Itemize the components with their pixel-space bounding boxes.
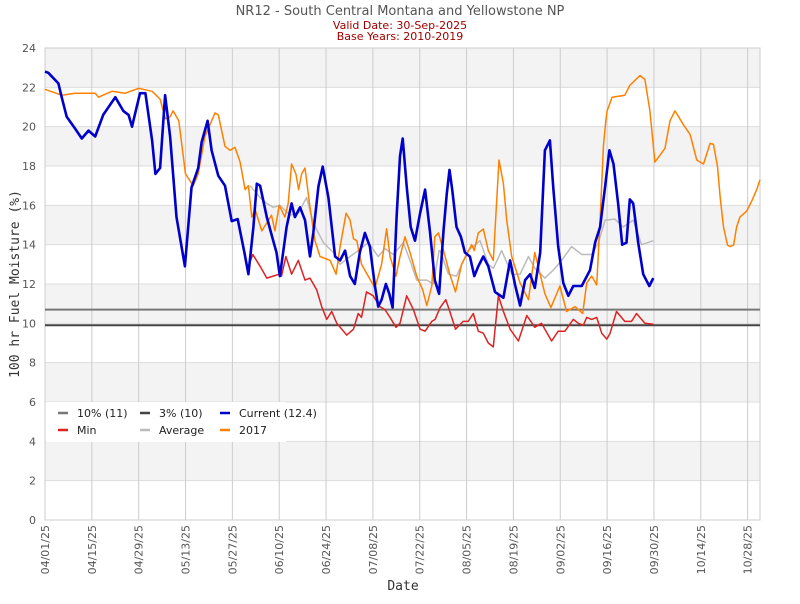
y-tick-label: 22 xyxy=(22,81,36,94)
valid-date-subtitle: Valid Date: 30-Sep-2025 xyxy=(333,19,467,32)
chart-title: NR12 - South Central Montana and Yellows… xyxy=(236,4,565,19)
series-line-current-12-4 xyxy=(44,70,655,309)
legend-label: 3% (10) xyxy=(159,407,203,420)
x-tick-label: 06/24/25 xyxy=(320,525,333,574)
x-tick-label: 09/30/25 xyxy=(648,525,661,574)
x-tick-label: 10/28/25 xyxy=(742,525,755,574)
legend-label: Current (12.4) xyxy=(239,407,317,420)
legend-label: Min xyxy=(77,424,97,437)
legend: 10% (11) 3% (10) Current (12.4) Min Average 2… xyxy=(46,402,317,442)
x-tick-label: 07/22/25 xyxy=(414,525,427,574)
grid-band xyxy=(45,205,760,245)
x-tick-label: 08/05/25 xyxy=(461,525,474,574)
y-tick-label: 8 xyxy=(29,357,36,370)
y-tick-label: 4 xyxy=(29,435,36,448)
x-tick-label: 04/15/25 xyxy=(86,525,99,574)
y-tick-label: 2 xyxy=(29,475,36,488)
x-tick-label: 08/19/25 xyxy=(507,525,520,574)
threshold-lines xyxy=(45,308,760,327)
grid-band xyxy=(45,362,760,402)
grid-band xyxy=(45,441,760,481)
legend-box xyxy=(46,402,286,442)
y-tick-label: 18 xyxy=(22,160,36,173)
x-tick-label: 10/14/25 xyxy=(695,525,708,574)
y-axis-title: 100 hr Fuel Moisture (%) xyxy=(8,190,23,378)
grid-band xyxy=(45,48,760,88)
y-tick-label: 14 xyxy=(22,239,36,252)
y-tick-label: 0 xyxy=(29,514,36,527)
x-tick-label: 05/13/25 xyxy=(180,525,193,574)
plot-frame xyxy=(44,47,761,521)
x-tick-label: 09/02/25 xyxy=(554,525,567,574)
y-tick-label: 16 xyxy=(22,199,36,212)
x-tick-label: 09/16/25 xyxy=(601,525,614,574)
series-line-min xyxy=(247,253,654,348)
series-lines xyxy=(44,70,761,348)
y-tick-label: 12 xyxy=(22,278,36,291)
y-tick-label: 24 xyxy=(22,42,36,55)
x-tick-labels: 04/01/25 04/15/25 04/29/25 05/13/25 05/27/25… xyxy=(39,525,755,574)
x-tick-label: 04/29/25 xyxy=(133,525,146,574)
x-tick-label: 07/08/25 xyxy=(367,525,380,574)
grid-band xyxy=(45,284,760,324)
legend-label: 2017 xyxy=(239,424,267,437)
y-tick-label: 20 xyxy=(22,121,36,134)
x-axis-title: Date xyxy=(387,579,418,594)
x-tick-label: 05/27/25 xyxy=(226,525,239,574)
x-tick-label: 06/10/25 xyxy=(273,525,286,574)
series-line-2017 xyxy=(44,74,761,315)
legend-label: Average xyxy=(159,424,204,437)
x-tick-label: 04/01/25 xyxy=(39,525,52,574)
y-tick-label: 10 xyxy=(22,317,36,330)
base-years-subtitle: Base Years: 2010-2019 xyxy=(337,30,463,43)
legend-label: 10% (11) xyxy=(77,407,128,420)
y-tick-label: 6 xyxy=(29,396,36,409)
